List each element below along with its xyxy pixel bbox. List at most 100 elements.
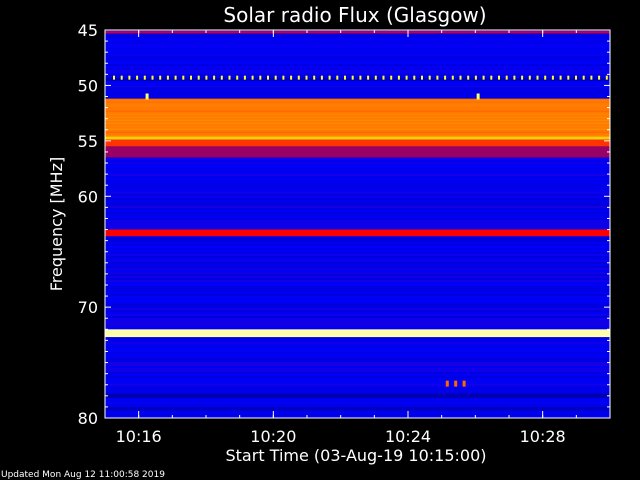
- band-texture: [105, 128, 610, 130]
- spectrogram-texture: [105, 262, 610, 264]
- spectrogram-texture: [105, 316, 610, 318]
- spectrogram-texture: [105, 222, 610, 224]
- dashed-emission-mark: [336, 75, 339, 80]
- dashed-emission-mark: [344, 75, 346, 80]
- dashed-emission-mark: [451, 75, 454, 80]
- spectrogram-texture: [105, 294, 610, 296]
- spectrogram-texture: [105, 246, 610, 248]
- spectrogram-texture: [105, 382, 610, 384]
- y-tick-label: 70: [78, 298, 98, 317]
- dashed-emission-mark: [390, 75, 393, 80]
- dashed-emission-mark: [205, 75, 208, 80]
- dashed-emission-mark: [513, 75, 516, 80]
- dashed-emission-mark: [528, 75, 531, 80]
- spectrogram-texture: [105, 192, 610, 194]
- spectrogram-texture: [105, 348, 610, 350]
- dashed-emission-mark: [536, 75, 539, 80]
- spectrogram-texture: [105, 158, 610, 160]
- y-tick-label: 50: [78, 76, 98, 95]
- spectrogram-texture: [105, 172, 610, 174]
- dashed-emission-mark: [359, 75, 362, 80]
- dashed-emission-mark: [498, 75, 500, 80]
- spectrogram-texture: [105, 66, 610, 68]
- spectrogram-texture: [105, 276, 610, 278]
- spectrogram-texture: [105, 352, 610, 354]
- dashed-emission-mark: [482, 75, 485, 80]
- spectrogram-texture: [105, 288, 610, 290]
- spectrogram-texture: [105, 226, 610, 228]
- spectrogram-texture: [105, 312, 610, 314]
- spectrogram-texture: [105, 190, 610, 192]
- spectrogram-texture: [105, 42, 610, 44]
- spectrogram-texture: [105, 244, 610, 246]
- emission-spot: [145, 93, 149, 100]
- spectrogram-texture: [105, 398, 610, 400]
- dashed-emission-mark: [374, 75, 377, 80]
- spectrogram-texture: [105, 326, 610, 328]
- spectrogram-texture: [105, 76, 610, 78]
- spectrogram-texture: [105, 278, 610, 280]
- dashed-emission-mark: [444, 75, 447, 80]
- spectrogram-texture: [105, 50, 610, 52]
- spectrogram-texture: [105, 204, 610, 206]
- spectrogram-texture: [105, 386, 610, 388]
- spectrogram-texture: [105, 36, 610, 38]
- x-tick-label: 10:28: [520, 427, 566, 446]
- spectrogram-texture: [105, 168, 610, 170]
- spectrogram-texture: [105, 416, 610, 418]
- spectrogram-texture: [105, 62, 610, 64]
- spectrogram-texture: [105, 298, 610, 300]
- spectrogram-texture: [105, 248, 610, 250]
- dashed-emission-mark: [213, 75, 216, 80]
- dashed-emission-mark: [382, 75, 385, 80]
- spectrogram-texture: [105, 272, 610, 274]
- spectrogram-texture: [105, 344, 610, 346]
- dashed-emission-mark: [220, 75, 223, 80]
- x-tick-label: 10:24: [385, 427, 431, 446]
- plot-frame: [104, 29, 611, 419]
- spectrogram-texture: [105, 368, 610, 370]
- axes: 45 50 55 60 70 80 10:16 10:20 10:24 10:28: [78, 21, 611, 446]
- plot-area: [105, 30, 610, 418]
- spectrogram-texture: [105, 164, 610, 166]
- spectrogram-texture: [105, 284, 610, 286]
- spectrogram-texture: [105, 70, 610, 72]
- spectrogram-texture: [105, 184, 610, 186]
- dashed-emission-mark: [243, 75, 246, 80]
- spectrogram-texture: [105, 286, 610, 288]
- spectrogram-texture: [105, 374, 610, 376]
- spectrogram-texture: [105, 252, 610, 254]
- spectrogram-texture: [105, 260, 610, 262]
- spectrogram-texture: [105, 370, 610, 372]
- spectrogram-texture: [105, 356, 610, 358]
- spectrogram-texture: [105, 162, 610, 164]
- dashed-emission-mark: [544, 75, 547, 80]
- frequency-band: [105, 393, 610, 399]
- spectrogram-texture: [105, 30, 610, 32]
- spectrogram-texture: [105, 56, 610, 58]
- spectrogram-texture: [105, 82, 610, 84]
- dashed-emission-mark: [282, 75, 285, 80]
- dashed-emission-mark: [605, 75, 608, 80]
- dashed-emission-mark: [251, 75, 254, 80]
- spectrogram-texture: [105, 282, 610, 284]
- band-texture: [105, 119, 610, 121]
- dashed-emission-mark: [151, 75, 154, 80]
- x-tick-label: 10:16: [116, 427, 162, 446]
- spectrogram-texture: [105, 376, 610, 378]
- spectrogram-texture: [105, 414, 610, 416]
- spectrogram-texture: [105, 300, 610, 302]
- spectrogram-texture: [105, 388, 610, 390]
- spectrogram-texture: [105, 254, 610, 256]
- spectrogram-texture: [105, 60, 610, 62]
- spectrogram-texture: [105, 186, 610, 188]
- dashed-emission-mark: [228, 75, 231, 80]
- y-tick-label: 80: [78, 409, 98, 428]
- spectrogram-texture: [105, 72, 610, 74]
- spectrogram-texture: [105, 324, 610, 326]
- frequency-band: [105, 77, 610, 81]
- dashed-emission-mark: [182, 75, 185, 80]
- dashed-emission-mark: [313, 75, 316, 80]
- spectrogram-texture: [105, 354, 610, 356]
